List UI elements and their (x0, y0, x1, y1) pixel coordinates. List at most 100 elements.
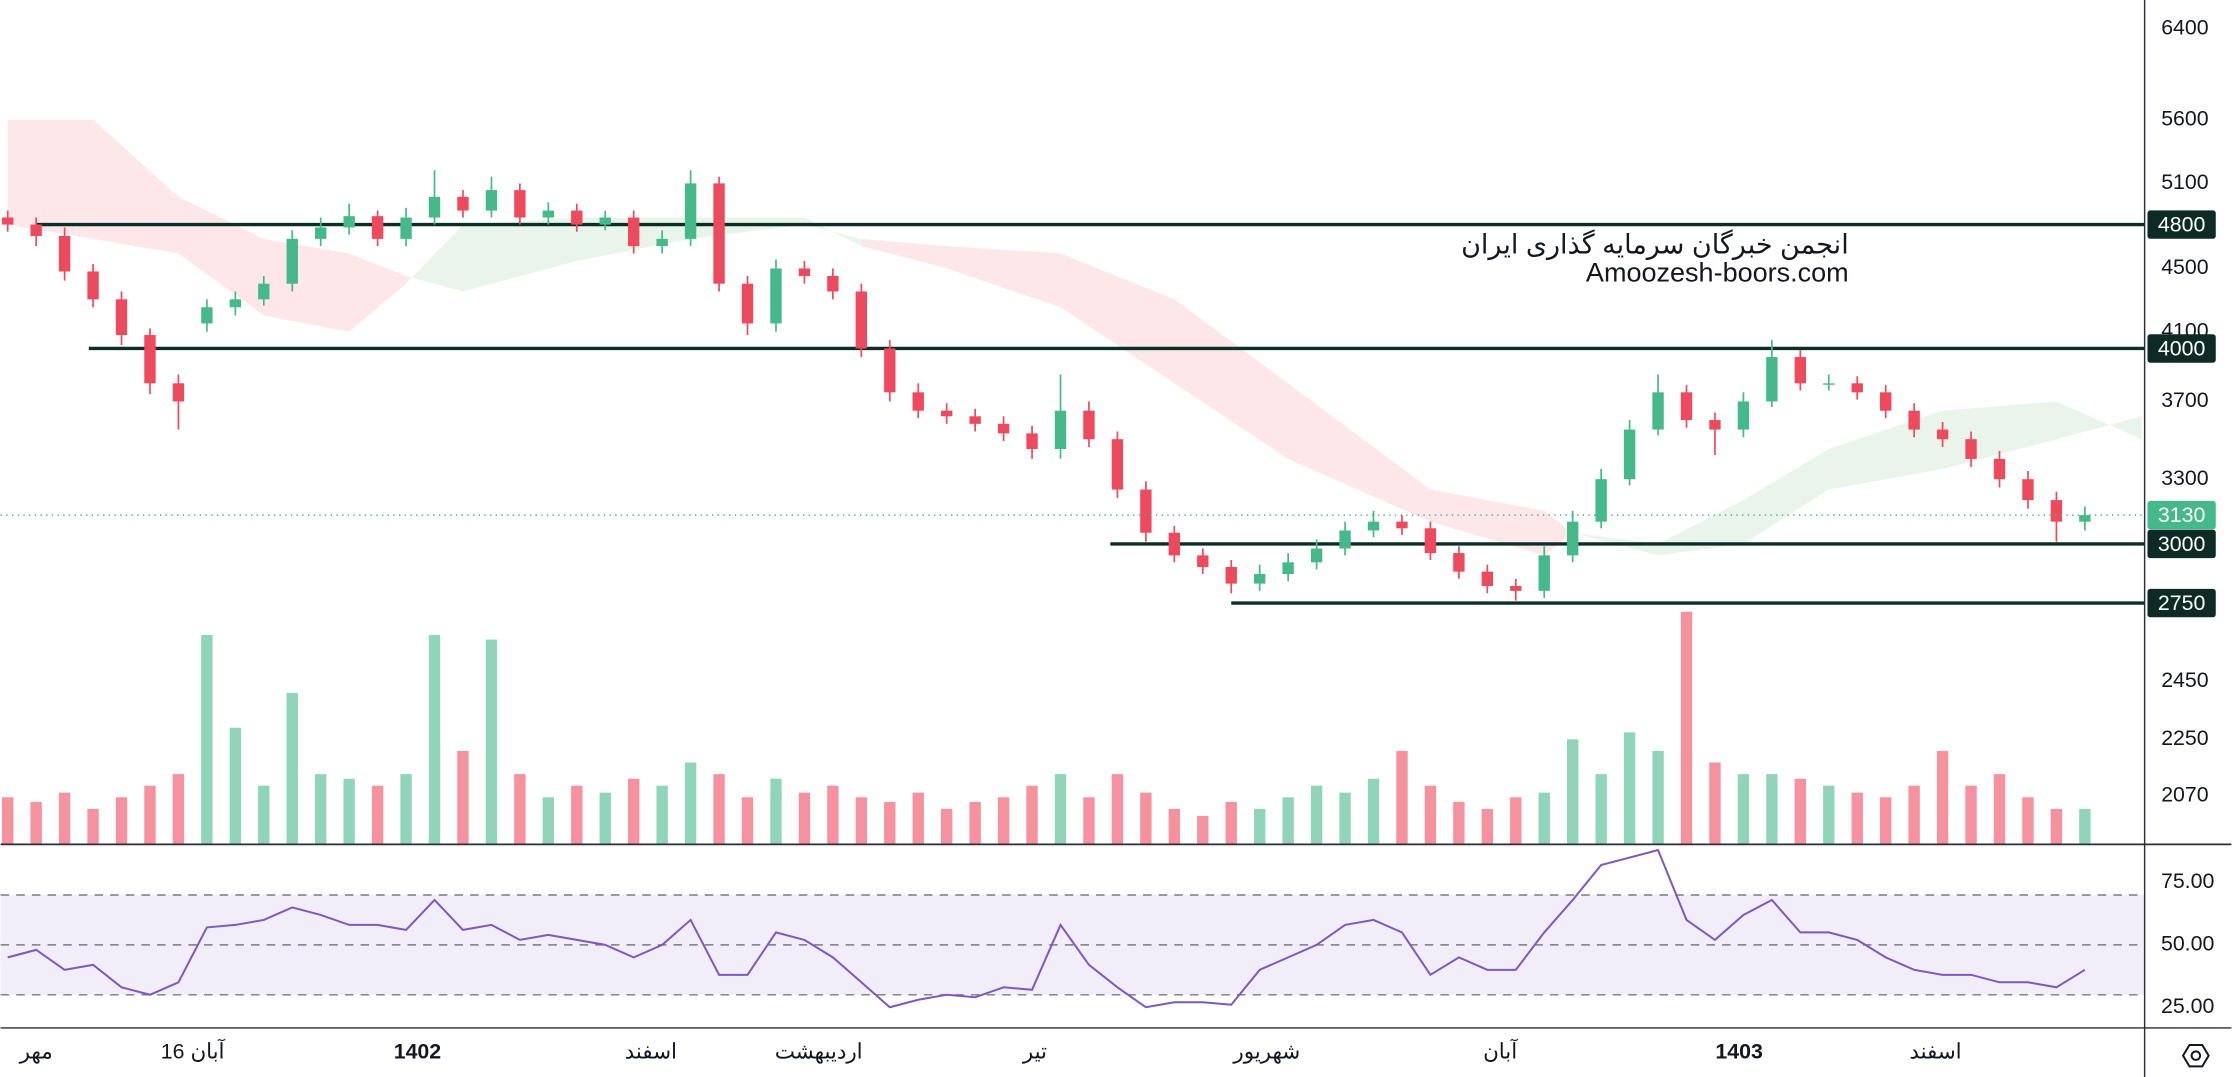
ichimoku-cloud (1060, 253, 1175, 384)
volume-bar (1054, 774, 1067, 844)
candle-body (1510, 585, 1522, 591)
volume-bar (30, 801, 42, 844)
volume-bar (428, 634, 441, 844)
last-price-label: 3130 (2158, 503, 2206, 527)
level-label-box (2147, 210, 2216, 239)
last-price-box (2147, 500, 2216, 530)
candle-body (1282, 562, 1294, 575)
settings-icon[interactable] (2181, 1043, 2210, 1068)
candle-body (855, 291, 868, 349)
candle-body (1168, 532, 1181, 556)
ichimoku-cloud (1288, 383, 1431, 522)
candle-body (713, 183, 725, 284)
volume-bar (941, 808, 953, 844)
volume-bar (2, 797, 14, 844)
level-label-box (2147, 334, 2216, 363)
candle-body (997, 423, 1010, 434)
candle-body (599, 217, 611, 225)
y-tick-label: 4500 (2161, 255, 2209, 279)
x-tick-label: 1402 (394, 1039, 441, 1063)
volume-bar (1225, 801, 1237, 844)
volume-bar (741, 797, 754, 844)
ichimoku-cloud (861, 238, 947, 269)
volume-bar (1737, 774, 1750, 844)
y-tick-label: 5100 (2161, 170, 2209, 194)
volume-bar (827, 785, 839, 844)
volume-bar (1026, 785, 1038, 844)
volume-bar (1823, 785, 1835, 844)
x-tick-label: اردیبهشت (775, 1039, 863, 1064)
y-tick-label: 3700 (2161, 388, 2209, 412)
volume-bar (2022, 797, 2034, 844)
candle-body (58, 235, 71, 272)
volume-bar (286, 692, 298, 844)
candle-body (1254, 574, 1266, 584)
y-tick-label: 2070 (2161, 783, 2209, 807)
volume-bar (2050, 808, 2063, 844)
y-tick-label: 2250 (2161, 726, 2209, 750)
volume-bar (1510, 797, 1522, 844)
x-tick-label: آبان (1483, 1037, 1518, 1063)
candle-body (1453, 553, 1465, 572)
volume-bar (628, 778, 640, 844)
volume-bar (1424, 785, 1437, 844)
volume-bar (1652, 750, 1664, 844)
candle-body (428, 196, 441, 218)
candle-body (1054, 410, 1067, 449)
ichimoku-cloud (406, 224, 463, 292)
candle-body (286, 238, 298, 284)
volume-bar (571, 785, 583, 844)
volume-bar (1339, 792, 1351, 844)
y-tick-label: 2450 (2161, 668, 2209, 692)
ichimoku-cloud (263, 238, 350, 332)
level-label-box (2147, 529, 2216, 559)
volume-bar (1680, 611, 1693, 844)
candle-body (343, 216, 355, 228)
candle-body (798, 268, 811, 277)
volume-bar (1111, 774, 1124, 844)
candle-body (827, 276, 839, 292)
ichimoku-cloud (7, 119, 94, 239)
ichimoku-cloud (1174, 299, 1289, 459)
settings-dot (2190, 1050, 2202, 1061)
volume-bar (115, 797, 128, 844)
level-label: 3000 (2158, 532, 2206, 556)
volume-bar (1709, 762, 1721, 844)
volume-bar (1965, 785, 1977, 844)
candle-body (457, 196, 469, 211)
volume-bar (656, 785, 668, 844)
candle-body (2022, 479, 2034, 501)
candle-body (1823, 383, 1835, 385)
volume-bar (884, 801, 896, 844)
volume-bar (1282, 797, 1294, 844)
candle-body (144, 335, 156, 384)
volume-bar (1936, 750, 1949, 844)
candle-body (1111, 439, 1124, 490)
volume-bar (969, 801, 981, 844)
candle-body (741, 283, 754, 324)
x-tick-label: 16 آبان (161, 1037, 226, 1063)
volume-bar (684, 762, 697, 844)
candle-body (1623, 429, 1636, 480)
candle-body (884, 348, 896, 393)
y-tick-label: 6400 (2161, 16, 2209, 40)
candle-body (315, 227, 327, 239)
volume-bar (343, 778, 355, 844)
volume-bar (1396, 750, 1408, 844)
volume-bar (713, 774, 725, 844)
volume-bar (1623, 732, 1636, 844)
candle-body (371, 216, 384, 239)
volume-bar (87, 808, 99, 844)
candle-body (485, 190, 498, 211)
candle-body (1026, 433, 1038, 449)
ichimoku-cloud (462, 217, 577, 292)
candle-body (571, 210, 583, 225)
rsi-tick-label: 25.00 (2161, 994, 2215, 1018)
volume-bar (1083, 797, 1095, 844)
candle-body (1766, 357, 1778, 402)
volume-bar (1794, 778, 1807, 844)
candle-body (1339, 530, 1351, 549)
